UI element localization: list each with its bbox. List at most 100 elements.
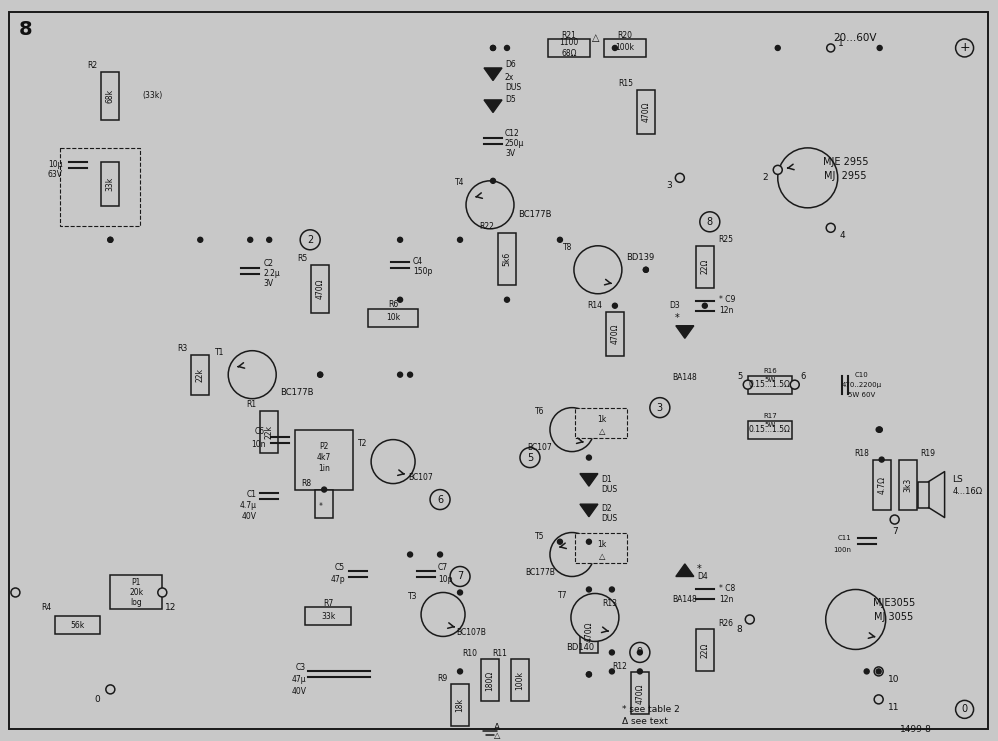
- Circle shape: [876, 669, 881, 674]
- Circle shape: [956, 39, 974, 57]
- Text: 11: 11: [887, 703, 899, 712]
- Circle shape: [490, 45, 495, 50]
- Circle shape: [613, 45, 618, 50]
- Circle shape: [108, 237, 113, 242]
- Text: C10: C10: [855, 372, 868, 378]
- Bar: [548, 39, 590, 57]
- Text: 100k: 100k: [616, 44, 635, 53]
- Text: 8: 8: [737, 625, 742, 634]
- Text: D2: D2: [601, 504, 612, 513]
- Text: 9: 9: [637, 648, 643, 657]
- Text: A: A: [494, 723, 500, 732]
- Circle shape: [505, 45, 510, 50]
- Text: 4k7: 4k7: [317, 453, 331, 462]
- Text: 1k: 1k: [597, 540, 607, 549]
- Text: R8: R8: [301, 479, 311, 488]
- Circle shape: [198, 237, 203, 242]
- Text: MJ 3055: MJ 3055: [874, 613, 913, 622]
- Circle shape: [437, 552, 442, 557]
- Text: T2: T2: [358, 439, 368, 448]
- Circle shape: [317, 372, 322, 377]
- Text: R17: R17: [762, 413, 776, 419]
- Circle shape: [826, 223, 835, 232]
- Bar: [295, 430, 353, 490]
- Text: 10p: 10p: [438, 575, 452, 584]
- Text: D1: D1: [601, 475, 612, 484]
- Circle shape: [877, 45, 882, 50]
- Bar: [696, 246, 714, 288]
- Circle shape: [266, 237, 271, 242]
- Circle shape: [700, 212, 720, 232]
- Text: D4: D4: [697, 572, 708, 581]
- Text: 5k6: 5k6: [502, 252, 512, 266]
- Circle shape: [956, 700, 974, 718]
- Text: DUS: DUS: [505, 84, 521, 93]
- Polygon shape: [580, 473, 598, 486]
- Circle shape: [106, 685, 115, 694]
- Text: MJ  2955: MJ 2955: [824, 171, 867, 181]
- Circle shape: [613, 303, 618, 308]
- Circle shape: [11, 588, 20, 597]
- Circle shape: [825, 590, 885, 649]
- Bar: [580, 609, 598, 654]
- Text: 1499-8: 1499-8: [899, 725, 931, 734]
- Text: 5W: 5W: [764, 422, 775, 428]
- Bar: [606, 312, 624, 356]
- Text: C7: C7: [438, 563, 448, 572]
- Text: 2x: 2x: [505, 73, 514, 82]
- Text: 1100
68Ω: 1100 68Ω: [559, 39, 579, 58]
- Text: 5: 5: [527, 453, 533, 462]
- Text: 4: 4: [839, 231, 845, 240]
- Circle shape: [874, 695, 883, 704]
- Circle shape: [558, 237, 563, 242]
- Text: LS: LS: [953, 475, 963, 484]
- Text: C2: C2: [263, 259, 273, 268]
- Circle shape: [876, 427, 881, 432]
- Text: △: △: [599, 552, 605, 561]
- Bar: [575, 408, 627, 438]
- Circle shape: [520, 448, 540, 468]
- Circle shape: [430, 490, 450, 510]
- Circle shape: [650, 398, 670, 418]
- Text: 4.7Ω: 4.7Ω: [877, 476, 886, 494]
- Circle shape: [457, 237, 462, 242]
- Text: 40V: 40V: [291, 687, 306, 696]
- Text: R14: R14: [587, 302, 602, 310]
- Bar: [56, 617, 101, 634]
- Circle shape: [610, 650, 615, 655]
- Text: 47µ: 47µ: [291, 675, 306, 684]
- Circle shape: [490, 179, 495, 183]
- Circle shape: [826, 44, 834, 52]
- Text: 8: 8: [707, 217, 713, 227]
- Polygon shape: [676, 564, 694, 576]
- Text: R7: R7: [323, 599, 333, 608]
- Text: *: *: [697, 563, 702, 574]
- Text: C3: C3: [296, 663, 306, 672]
- Text: 5W: 5W: [764, 376, 775, 382]
- Text: 6: 6: [800, 372, 805, 381]
- Circle shape: [571, 594, 619, 642]
- Circle shape: [790, 380, 799, 389]
- Circle shape: [773, 165, 782, 174]
- Text: 1k: 1k: [597, 415, 607, 424]
- Text: 5W 60V: 5W 60V: [848, 392, 875, 398]
- Circle shape: [490, 45, 495, 50]
- Text: * C9: * C9: [719, 295, 736, 305]
- Text: 1in: 1in: [318, 464, 330, 473]
- Text: 47p: 47p: [330, 575, 345, 584]
- Circle shape: [397, 372, 402, 377]
- Text: 470Ω: 470Ω: [315, 279, 324, 299]
- Text: R3: R3: [177, 344, 188, 353]
- Circle shape: [610, 669, 615, 674]
- Bar: [511, 659, 529, 702]
- Bar: [898, 459, 916, 510]
- Text: 8: 8: [19, 21, 32, 39]
- Circle shape: [407, 552, 412, 557]
- Circle shape: [587, 672, 592, 677]
- Text: T8: T8: [563, 243, 573, 252]
- Text: 470Ω: 470Ω: [636, 683, 645, 704]
- Circle shape: [550, 408, 594, 451]
- Text: 150p: 150p: [413, 268, 432, 276]
- Bar: [102, 72, 120, 120]
- Circle shape: [890, 515, 899, 524]
